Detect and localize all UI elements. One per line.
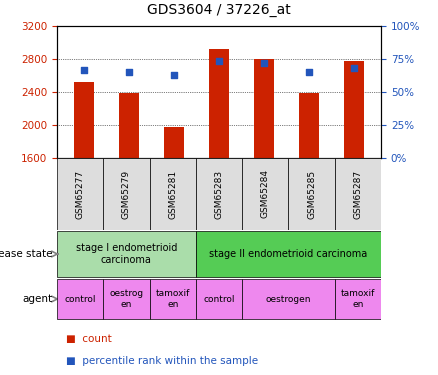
Point xyxy=(350,65,357,71)
Bar xyxy=(335,279,381,319)
Text: GSM65287: GSM65287 xyxy=(353,170,362,219)
Bar xyxy=(164,127,184,158)
Text: disease state: disease state xyxy=(0,249,53,259)
Bar xyxy=(209,49,229,158)
Bar xyxy=(196,231,381,277)
Bar xyxy=(149,279,196,319)
Bar xyxy=(242,158,289,230)
Text: ■  count: ■ count xyxy=(66,334,111,344)
Point xyxy=(306,69,313,75)
Text: stage II endometrioid carcinoma: stage II endometrioid carcinoma xyxy=(209,249,367,259)
Text: control: control xyxy=(64,294,96,303)
Bar xyxy=(57,158,103,230)
Text: oestrog
en: oestrog en xyxy=(110,289,144,309)
Text: control: control xyxy=(203,294,235,303)
Bar xyxy=(103,158,149,230)
Text: stage I endometrioid
carcinoma: stage I endometrioid carcinoma xyxy=(76,243,177,265)
Point xyxy=(170,72,177,78)
Text: GSM65281: GSM65281 xyxy=(168,170,177,219)
Text: ■  percentile rank within the sample: ■ percentile rank within the sample xyxy=(66,356,258,366)
Bar xyxy=(299,93,319,158)
Bar xyxy=(57,279,103,319)
Bar xyxy=(254,59,274,158)
Point xyxy=(81,67,88,73)
Text: GSM65277: GSM65277 xyxy=(76,170,85,219)
Text: GDS3604 / 37226_at: GDS3604 / 37226_at xyxy=(147,3,291,17)
Text: tamoxif
en: tamoxif en xyxy=(341,289,375,309)
Point xyxy=(215,57,223,63)
Text: oestrogen: oestrogen xyxy=(266,294,311,303)
Point xyxy=(261,60,268,66)
Text: GSM65283: GSM65283 xyxy=(215,170,223,219)
Text: GSM65279: GSM65279 xyxy=(122,170,131,219)
Text: GSM65285: GSM65285 xyxy=(307,170,316,219)
Point xyxy=(125,69,132,75)
Bar xyxy=(196,279,242,319)
Bar xyxy=(74,82,94,158)
Bar xyxy=(119,93,139,158)
Text: agent: agent xyxy=(22,294,53,304)
Bar xyxy=(196,158,242,230)
Bar xyxy=(289,158,335,230)
Bar xyxy=(335,158,381,230)
Bar xyxy=(242,279,335,319)
Bar xyxy=(103,279,149,319)
Bar xyxy=(344,61,364,158)
Bar xyxy=(149,158,196,230)
Text: tamoxif
en: tamoxif en xyxy=(155,289,190,309)
Bar xyxy=(57,231,196,277)
Text: GSM65284: GSM65284 xyxy=(261,170,270,219)
